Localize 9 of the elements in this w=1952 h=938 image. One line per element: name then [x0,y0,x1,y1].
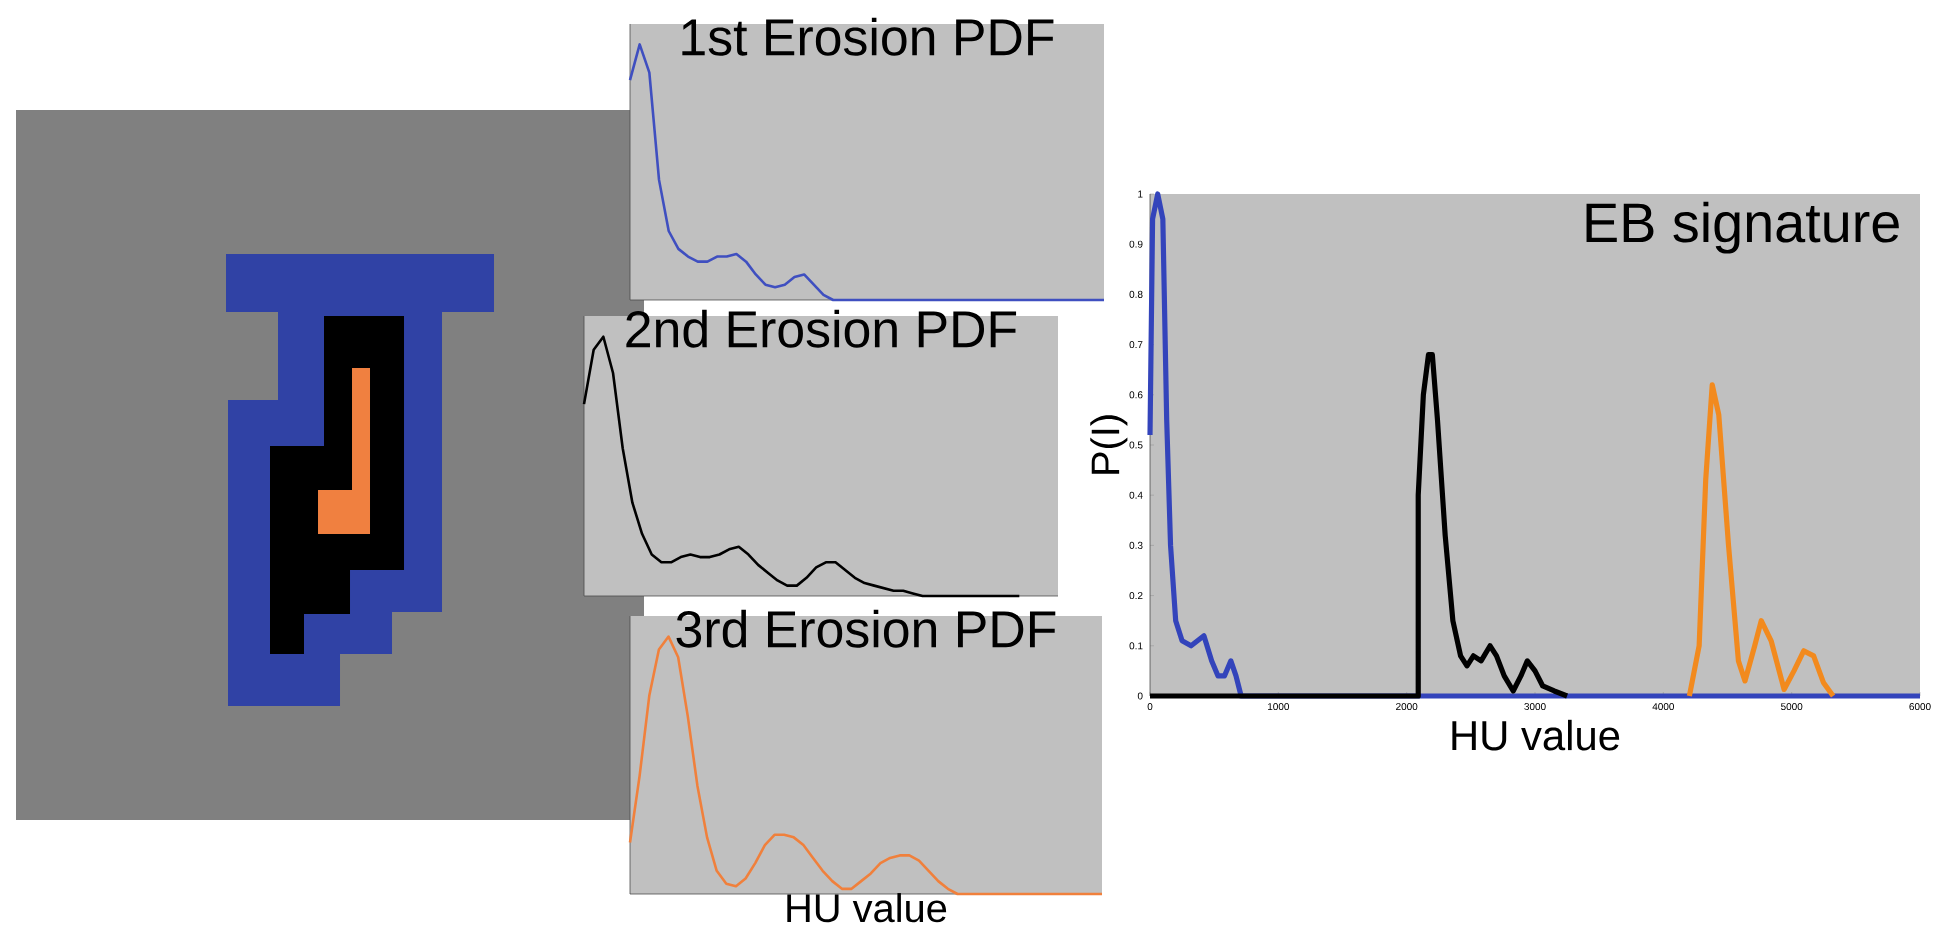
x-axis-title: HU value [787,893,947,923]
chart-title: 1st Erosion PDF [682,17,1054,56]
line-series [1147,352,1570,699]
chart-title: 2nd Erosion PDF [626,309,1017,348]
line-series [1686,382,1836,699]
y-axis-title: P(I) [1090,415,1128,474]
chart-title: 3rd Erosion PDF [676,609,1056,648]
x-axis-title: HU value [1452,719,1620,751]
chart-title: EB signature [1586,201,1899,254]
